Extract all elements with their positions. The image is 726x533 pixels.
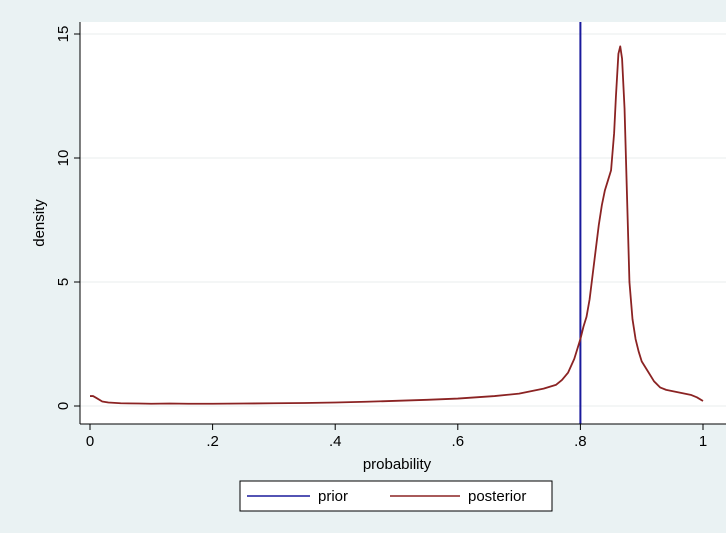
y-tick-label: 5: [55, 278, 72, 286]
x-tick-label: .8: [574, 433, 587, 450]
gridlines: [80, 33, 726, 407]
x-tick-label: 1: [699, 433, 707, 450]
x-axis-title: probability: [363, 456, 432, 473]
axes: 0 5 10 15 0 .2 .4 .6 .8 1: [55, 22, 726, 450]
legend-label-posterior: posterior: [468, 488, 526, 505]
x-tick-label: .2: [206, 433, 219, 450]
x-tick-label: 0: [86, 433, 94, 450]
y-axis-title: density: [31, 199, 48, 247]
x-tick-label: .6: [452, 433, 465, 450]
x-tick-label: .4: [329, 433, 342, 450]
y-tick-label: 0: [55, 402, 72, 410]
legend: prior posterior: [239, 480, 553, 512]
y-tick-label: 10: [55, 150, 72, 167]
y-tick-label: 15: [55, 26, 72, 43]
plot-area-background: [80, 22, 726, 424]
legend-label-prior: prior: [318, 488, 348, 505]
series-layer: [90, 22, 704, 424]
posterior-curve: [90, 45, 704, 405]
